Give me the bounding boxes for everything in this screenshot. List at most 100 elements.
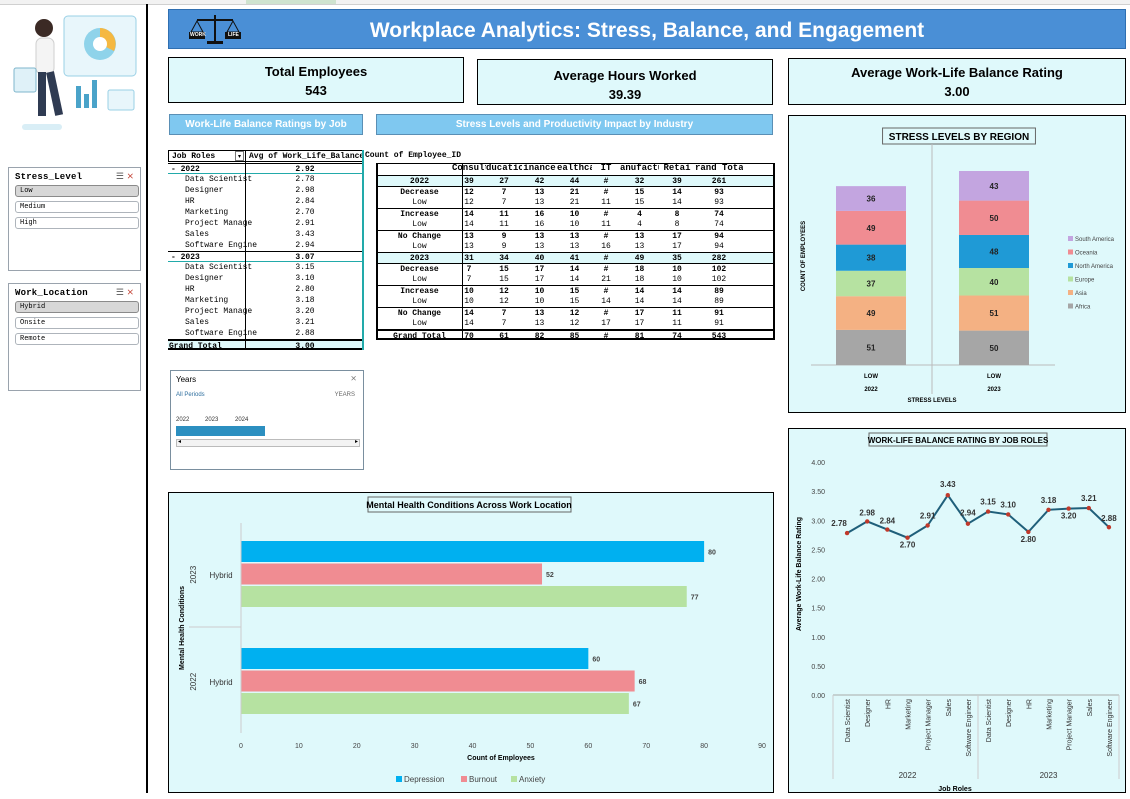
pivot-row[interactable]: Sales 3.21	[168, 317, 364, 328]
slicer-item-high[interactable]: High	[15, 217, 139, 229]
data-point[interactable]	[1086, 505, 1091, 511]
timeline-scrollbar[interactable]: ◂ ▸	[176, 439, 360, 447]
pivot-row[interactable]: No Change 13 9 13 13 #13 17 94	[376, 230, 773, 241]
pivot-col-header[interactable]: rand Total	[695, 163, 743, 173]
pivot-row[interactable]: Low 12 7 13 21 11 15 14 93	[376, 197, 773, 208]
data-point[interactable]	[844, 530, 850, 536]
timeline-bar[interactable]	[176, 426, 265, 436]
section-wlb-by-job[interactable]: Work-Life Balance Ratings by Job	[169, 114, 363, 135]
pivot-col-header[interactable]: Consultin	[452, 163, 486, 173]
section-stress-by-industry[interactable]: Stress Levels and Productivity Impact by…	[376, 114, 773, 135]
stack-segment[interactable]	[836, 329, 906, 365]
pivot-row[interactable]: Software Engine 2.88	[168, 328, 364, 339]
stack-segment[interactable]	[959, 171, 1029, 201]
stack-segment[interactable]	[959, 268, 1029, 296]
pivot-row[interactable]: Marketing 2.70	[168, 207, 364, 218]
filter-dropdown-icon[interactable]: ▾	[235, 151, 244, 161]
data-point[interactable]	[925, 523, 930, 528]
data-point[interactable]	[1066, 506, 1071, 511]
legend-item[interactable]: Anxiety	[519, 775, 545, 784]
legend-item[interactable]: Oceania	[1075, 251, 1098, 257]
stack-segment[interactable]	[959, 295, 1029, 331]
pivot-row[interactable]: Marketing 3.18	[168, 295, 364, 306]
stack-segment[interactable]	[836, 296, 906, 330]
pivot-col-header[interactable]: ducatio	[486, 163, 522, 173]
clear-filter-icon[interactable]: ⨯	[126, 171, 134, 181]
slicer-item-medium[interactable]: Medium	[15, 201, 139, 213]
stack-segment[interactable]	[959, 234, 1029, 268]
pivot-row[interactable]: Grand Total 70 61 82 85 #81 74 543	[376, 329, 773, 341]
scroll-right-icon[interactable]: ▸	[354, 439, 358, 445]
legend-item[interactable]: Burnout	[469, 775, 498, 784]
slicer-item-onsite[interactable]: Onsite	[15, 317, 139, 329]
legend-item[interactable]: Asia	[1075, 291, 1087, 297]
data-point[interactable]	[885, 527, 890, 532]
pivot-row[interactable]: Low 14 7 13 12 17 17 11 91	[376, 318, 773, 329]
clear-filter-icon[interactable]: ⨯	[126, 287, 134, 297]
sheet-column-strip[interactable]	[0, 0, 1130, 5]
multi-select-icon[interactable]: ☰	[115, 287, 124, 297]
data-point[interactable]	[1106, 525, 1112, 530]
pivot-year-row[interactable]: - 2023 3.07	[168, 251, 364, 262]
legend-item[interactable]: Africa	[1075, 305, 1091, 311]
pivot-row[interactable]: Low 7 15 17 14 21 18 10 102	[376, 274, 773, 285]
data-point[interactable]	[1006, 512, 1011, 517]
slicer-item-low[interactable]: Low	[15, 185, 139, 197]
bar[interactable]	[241, 693, 629, 714]
pivot-row[interactable]: Designer 3.10	[168, 273, 364, 284]
slicer-item-hybrid[interactable]: Hybrid	[15, 301, 139, 313]
pivot-row[interactable]: HR 2.80	[168, 284, 364, 295]
bar[interactable]	[241, 563, 543, 585]
pivot-row[interactable]: HR 2.84	[168, 196, 364, 207]
pivot-row[interactable]: Decrease 12 7 13 21 #15 14 93	[376, 186, 773, 197]
pivot-row[interactable]: Low 14 11 16 10 11 4 8 74	[376, 219, 773, 230]
pivot-row[interactable]: Low 10 12 10 15 14 14 14 89	[376, 296, 773, 307]
data-point[interactable]	[985, 509, 991, 514]
data-point[interactable]	[1026, 529, 1031, 535]
bar[interactable]	[241, 648, 589, 669]
stack-segment[interactable]	[959, 200, 1029, 235]
pivot-year-row[interactable]: - 2022 2.92	[168, 163, 364, 174]
pivot-row[interactable]: Designer 2.98	[168, 185, 364, 196]
data-point[interactable]	[1046, 507, 1051, 512]
pivot-row[interactable]: Decrease 7 15 17 14 #18 10 102	[376, 263, 773, 274]
pivot-row[interactable]: Data Scientist 3.15	[168, 262, 364, 273]
data-point[interactable]	[865, 519, 870, 524]
pivot-row[interactable]: Project Manage 2.91	[168, 218, 364, 229]
pivot-col-header[interactable]: Retai	[663, 163, 691, 173]
legend-item[interactable]: Europe	[1075, 278, 1095, 284]
pivot-row[interactable]: Increase 14 11 16 10 #4 8 74	[376, 208, 773, 219]
pivot-total-row[interactable]: Grand Total 3.00	[168, 339, 364, 351]
stack-segment[interactable]	[836, 186, 906, 211]
legend-item[interactable]: South America	[1075, 237, 1115, 243]
pivot-row[interactable]: 2022 39 27 42 44 #32 39 261	[376, 175, 773, 186]
stack-segment[interactable]	[836, 244, 906, 271]
data-point[interactable]	[965, 521, 971, 526]
series-line[interactable]	[846, 493, 1110, 539]
timeline-unit[interactable]: YEARS	[334, 392, 355, 398]
pivot-row[interactable]: 2023 31 34 40 41 #49 35 282	[376, 252, 773, 263]
pivot-row[interactable]: Project Manage 3.20	[168, 306, 364, 317]
pivot-row[interactable]: Low 13 9 13 13 16 13 17 94	[376, 241, 773, 252]
data-point[interactable]	[905, 535, 910, 540]
pivot-row[interactable]: Increase 10 12 10 15 #14 14 89	[376, 285, 773, 296]
pivot-col-header[interactable]: inance	[523, 163, 556, 173]
data-point[interactable]	[945, 493, 950, 498]
bar[interactable]	[241, 670, 635, 692]
stack-segment[interactable]	[959, 330, 1029, 365]
legend-item[interactable]: North America	[1075, 264, 1114, 270]
slicer-item-remote[interactable]: Remote	[15, 333, 139, 345]
pivot-row[interactable]: Data Scientist 2.78	[168, 174, 364, 185]
multi-select-icon[interactable]: ☰	[115, 171, 124, 181]
bar[interactable]	[241, 586, 687, 607]
scroll-left-icon[interactable]: ◂	[178, 439, 182, 445]
bar[interactable]	[241, 541, 705, 562]
pivot-col-header[interactable]: anufacturi	[620, 163, 659, 173]
pivot-row[interactable]: Software Engine 2.94	[168, 240, 364, 251]
clear-filter-icon[interactable]: ⨯	[350, 374, 357, 383]
pivot-col-header[interactable]: IT	[600, 163, 612, 173]
pivot-col-header[interactable]: ealthcar	[557, 163, 592, 173]
legend-item[interactable]: Depression	[404, 775, 444, 784]
stack-segment[interactable]	[836, 270, 906, 297]
stack-segment[interactable]	[836, 210, 906, 245]
